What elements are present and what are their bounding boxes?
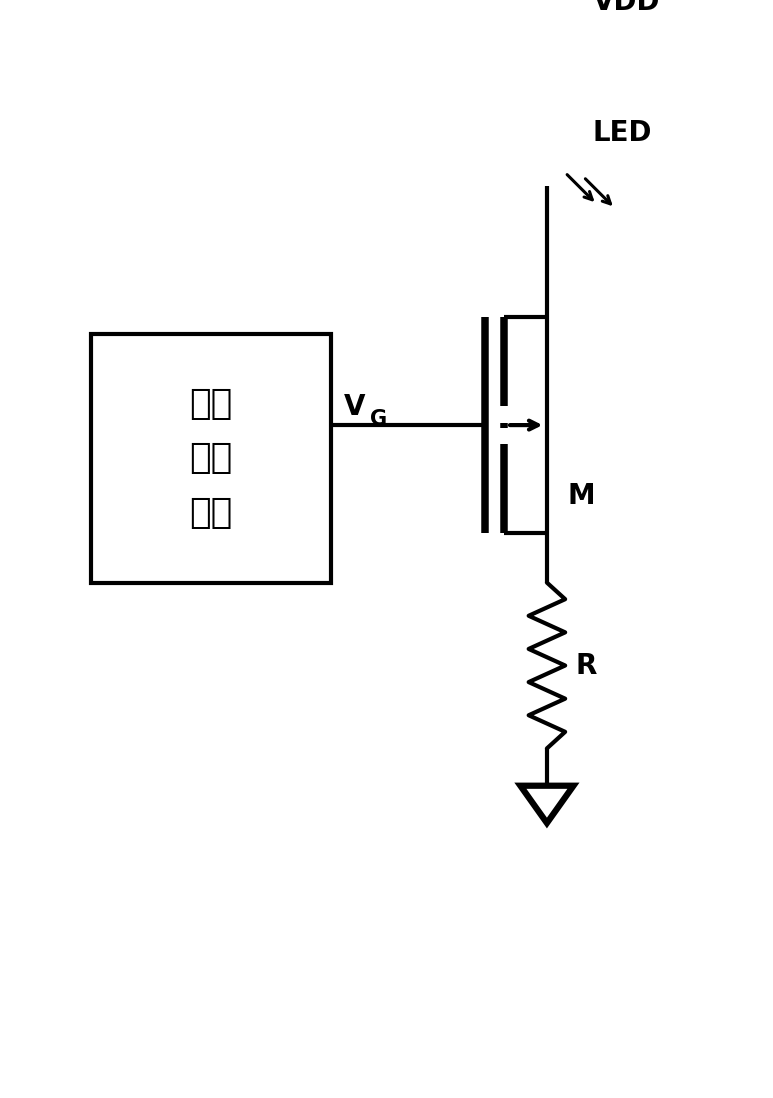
Text: G: G bbox=[369, 410, 386, 429]
FancyBboxPatch shape bbox=[91, 334, 332, 583]
Text: M: M bbox=[567, 482, 595, 509]
Text: R: R bbox=[576, 651, 598, 680]
Text: 电路: 电路 bbox=[189, 496, 233, 530]
Text: V: V bbox=[344, 393, 366, 421]
Text: 开关: 开关 bbox=[189, 386, 233, 421]
Text: LED: LED bbox=[593, 119, 652, 147]
Text: VDD: VDD bbox=[593, 0, 660, 16]
Text: 控制: 控制 bbox=[189, 441, 233, 475]
